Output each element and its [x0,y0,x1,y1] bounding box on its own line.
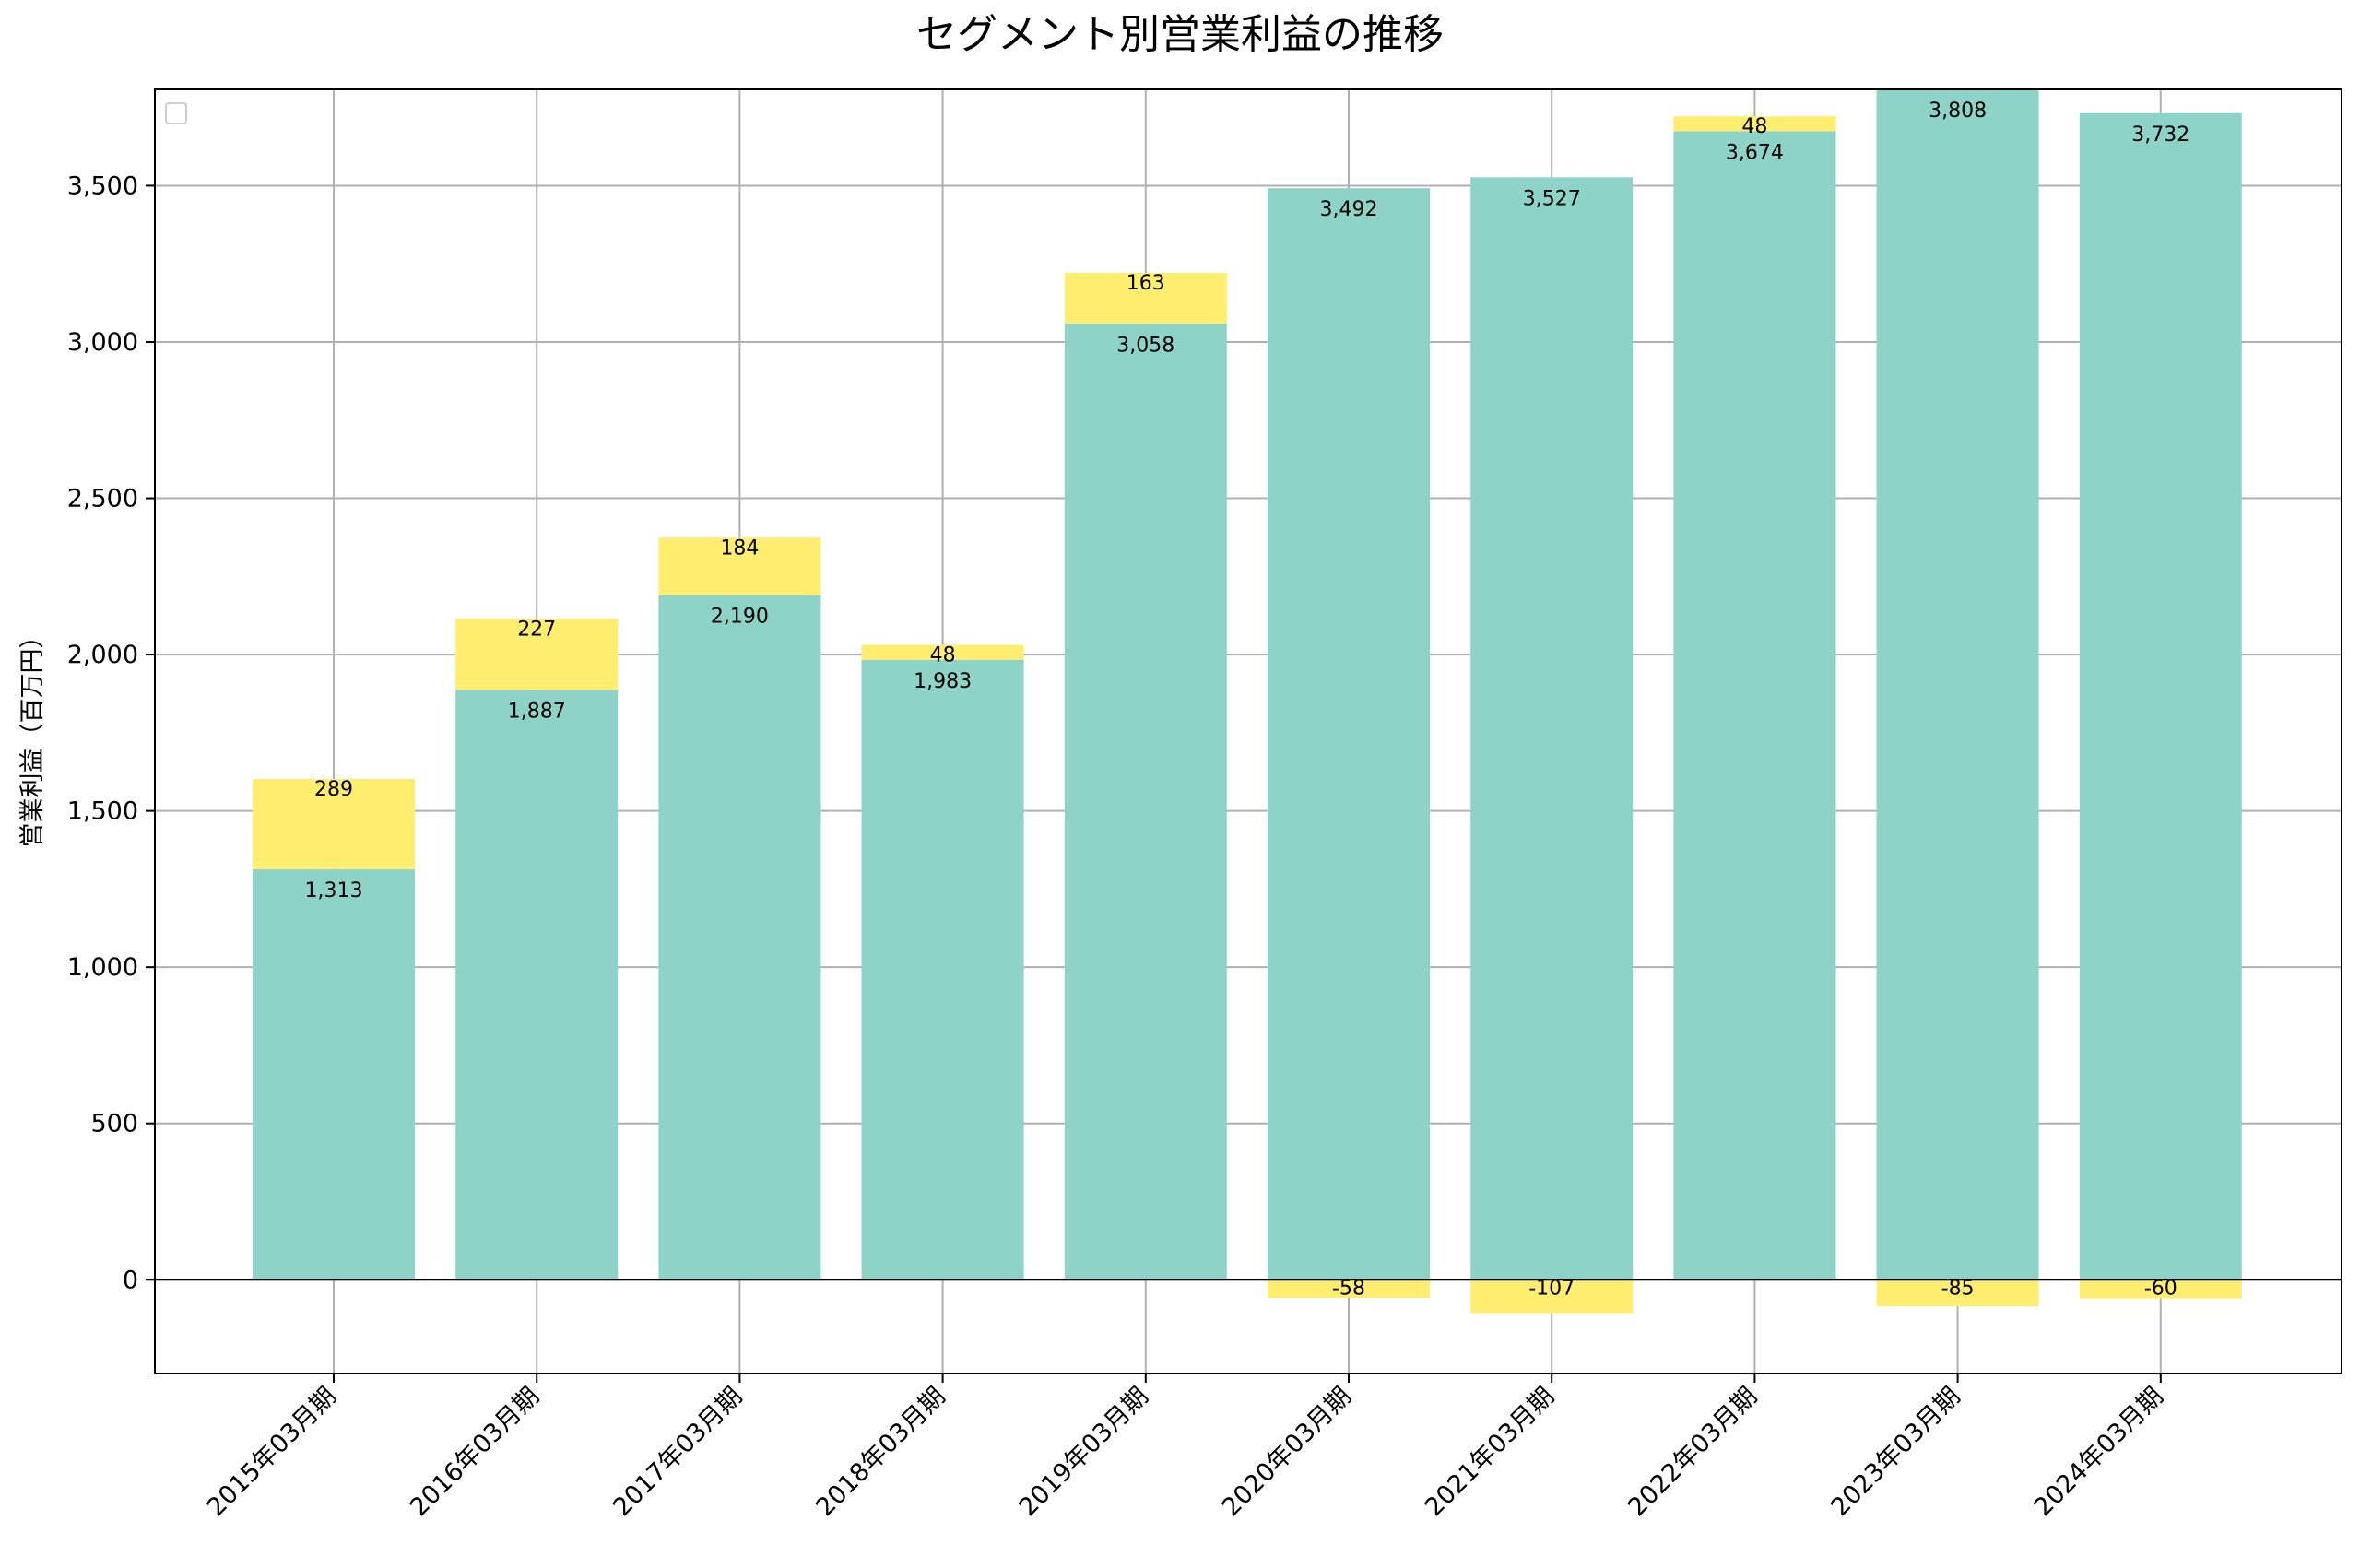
x-tick-label: 2019年03月期 [1014,1382,1154,1522]
bar-segment-2 [253,779,415,870]
y-axis-label: 営業利益（百万円） [18,624,47,848]
data-label-series-2: 48 [1741,115,1767,138]
x-tick-label: 2024年03月期 [2029,1382,2169,1522]
data-labels: 1,313 289 1,887 227 2,190 184 1,983 48 3,058 163 3… [305,100,2190,1300]
y-tick-label: 500 [90,1110,138,1138]
data-label-series-1: 3,527 [1523,187,1581,210]
bar-segment-2 [1470,1279,1634,1314]
data-label-series-1: 3,674 [1726,141,1784,164]
data-label-series-2: -107 [1528,1277,1575,1300]
y-tick-label: 0 [123,1266,138,1294]
x-tick-label: 2021年03月期 [1420,1382,1560,1522]
y-tick-label: 2,500 [67,485,138,513]
x-tick-label: 2015年03月期 [202,1382,342,1522]
x-tick-label: 2023年03月期 [1825,1382,1965,1522]
legend-box [165,102,187,124]
data-label-series-1: 1,313 [305,879,363,902]
y-tick-label: 1,500 [67,797,138,826]
bar-segment-1 [1064,324,1227,1280]
bar-segment-2 [2079,1279,2242,1299]
bars [253,89,2242,1314]
bar-segment-1 [455,690,619,1280]
bar-segment-1 [658,595,821,1280]
data-label-series-2: 48 [930,644,956,667]
chart-title: セグメント別営業利益の推移 [916,11,1444,58]
bar-segment-1 [1268,188,1430,1280]
data-label-series-2: -60 [2144,1277,2177,1300]
bar-segment-1 [253,869,415,1280]
data-label-series-1: 1,983 [914,670,972,693]
data-label-series-1: 3,058 [1116,334,1174,357]
bar-segment-2 [861,644,1024,660]
data-label-series-2: 184 [720,536,759,560]
bar-segment-2 [1673,116,1836,132]
x-tick-label: 2016年03月期 [405,1382,545,1522]
x-tick-label: 2022年03月期 [1622,1382,1763,1522]
bar-segment-2 [1268,1279,1430,1298]
bar-segment-1 [1876,89,2039,1280]
data-label-series-2: -85 [1941,1277,1975,1300]
x-tick-label: 2020年03月期 [1217,1382,1357,1522]
bar-segment-1 [861,659,1024,1280]
y-tick-label: 3,000 [67,328,138,357]
data-label-series-1: 3,732 [2131,124,2189,147]
plot-frame [154,88,2342,1374]
bar-segment-1 [1673,131,1836,1280]
data-label-series-2: 163 [1127,272,1165,295]
y-tick-label: 1,000 [67,953,138,982]
data-label-series-1: 2,190 [711,606,769,629]
data-label-series-1: 3,808 [1929,100,1987,123]
bar-segment-2 [1064,273,1227,324]
bar-segment-2 [658,537,821,595]
bar-segment-2 [455,619,619,690]
x-tick-label: 2018年03月期 [810,1382,950,1522]
data-label-series-1: 1,887 [508,700,566,723]
x-tick-label: 2017年03月期 [608,1382,748,1522]
data-label-series-1: 3,492 [1320,198,1378,221]
y-tick-label: 2,000 [67,641,138,669]
data-label-series-2: 227 [517,618,556,641]
bar-segment-2 [1876,1279,2039,1307]
bar-segment-1 [2079,112,2242,1280]
data-label-series-2: -58 [1332,1277,1365,1300]
y-tick-label: 3,500 [67,171,138,200]
bar-segment-1 [1470,177,1634,1280]
data-label-series-2: 289 [314,778,353,801]
